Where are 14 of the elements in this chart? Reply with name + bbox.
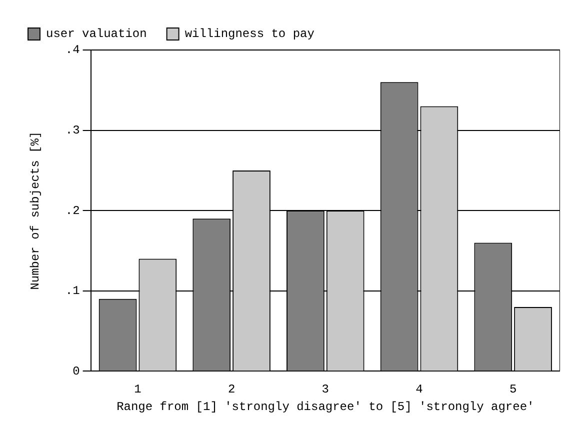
y-tick-label: .1 (65, 284, 80, 298)
x-tick-label: 3 (322, 382, 330, 397)
legend-label: willingness to pay (184, 27, 314, 42)
x-tick-label: 4 (416, 382, 423, 397)
y-axis-title: Number of subjects [%] (28, 131, 42, 290)
y-tick-label: 0 (72, 364, 80, 378)
x-tick-label: 1 (134, 382, 142, 397)
legend-label: user valuation (46, 27, 147, 42)
x-tick-label: 5 (509, 382, 517, 397)
y-tick-label: .3 (65, 123, 80, 138)
x-axis-title: Range from [1] 'strongly disagree' to [5] 'strongly agree' (116, 400, 534, 414)
x-tick-label: 2 (228, 382, 236, 397)
y-tick-label: .4 (65, 43, 80, 58)
y-tick-label: .2 (65, 204, 80, 218)
